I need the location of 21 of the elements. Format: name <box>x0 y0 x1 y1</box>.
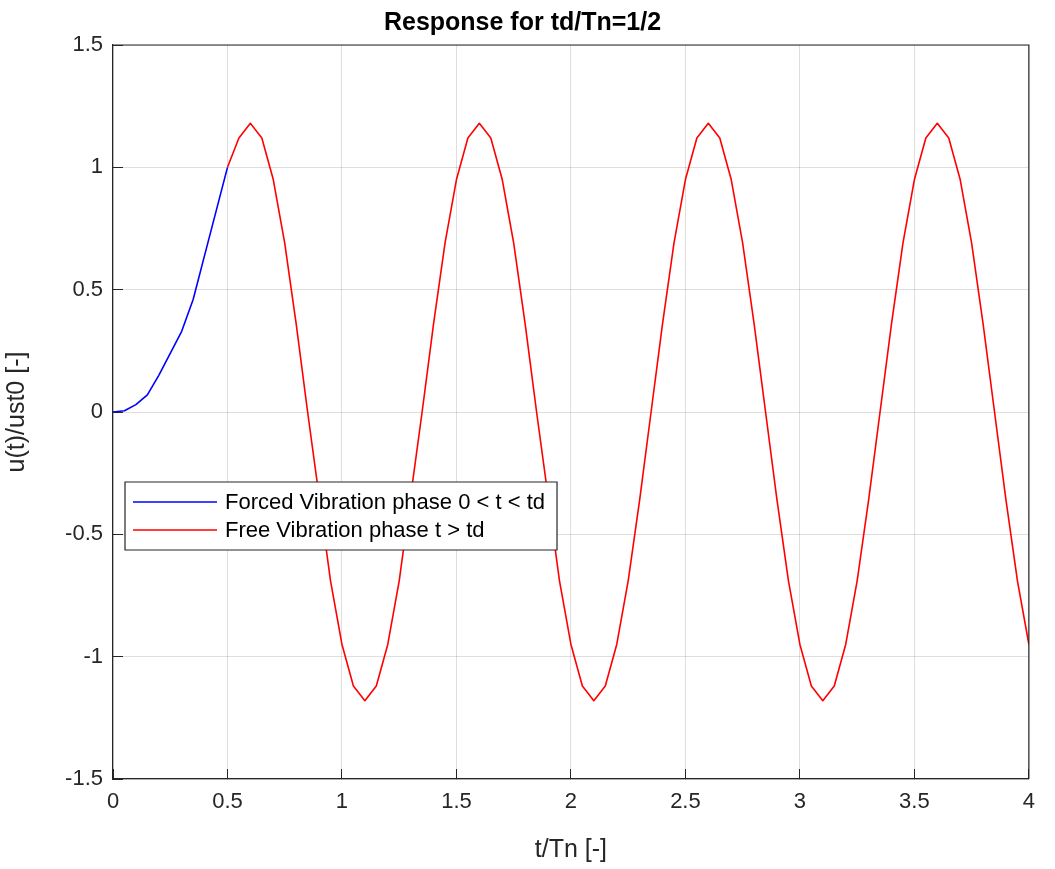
x-axis-title: t/Tn [-] <box>534 833 608 862</box>
x-tick-label: 1.5 <box>441 788 472 814</box>
y-tick-label: 0.5 <box>72 275 103 301</box>
x-tick-label: 2.5 <box>670 788 701 814</box>
y-tick-label: 1.5 <box>72 31 103 57</box>
legend-label: Forced Vibration phase 0 < t < td <box>225 489 546 515</box>
y-tick-label: 1 <box>90 153 103 179</box>
x-tick-label: 0 <box>106 788 120 814</box>
x-tick-label: 0.5 <box>212 788 243 814</box>
y-tick-label: -1.5 <box>65 765 103 791</box>
y-axis-title: u(t)/ust0 [-] <box>0 351 29 473</box>
x-tick-label: 1 <box>335 788 349 814</box>
legend-label: Free Vibration phase t > td <box>225 517 485 543</box>
x-tick-label: 3.5 <box>899 788 930 814</box>
x-tick-label: 2 <box>564 788 578 814</box>
y-tick-label: 0 <box>90 398 103 424</box>
chart-title: Response for td/Tn=1/2 <box>383 6 662 35</box>
x-tick-label: 3 <box>793 788 807 814</box>
y-tick-label: -0.5 <box>65 520 103 546</box>
y-tick-label: -1 <box>83 642 103 668</box>
x-tick-label: 4 <box>1022 788 1036 814</box>
